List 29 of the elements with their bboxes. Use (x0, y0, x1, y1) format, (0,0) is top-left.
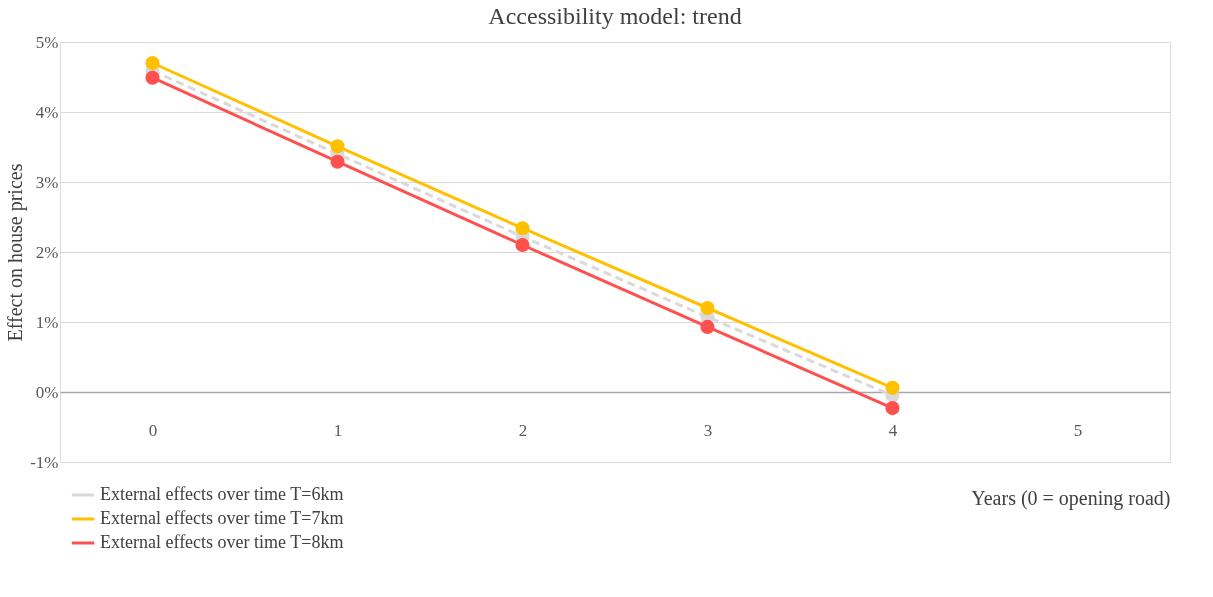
point (515, 237, 530, 253)
legend-label: External effects over time T=7km (100, 508, 344, 528)
point (145, 70, 160, 85)
chart-title: Accessibility model: trend (488, 3, 742, 29)
point (885, 401, 900, 416)
point (330, 139, 345, 154)
point (515, 221, 530, 236)
y-tick-label: 3% (35, 172, 59, 192)
y-tick-label: 0% (35, 382, 59, 402)
y-tick-label: -1% (30, 452, 59, 472)
point (700, 319, 715, 334)
y-tick-label: 1% (35, 312, 59, 332)
point (145, 55, 160, 71)
x-axis-title: Years (0 = opening road) (971, 486, 1171, 510)
legend-label: External effects over time T=6km (100, 484, 344, 504)
y-axis-title: Effect on house prices (4, 163, 28, 342)
point (885, 380, 900, 395)
x-tick-label: 3 (703, 420, 713, 440)
x-tick-label: 5 (1073, 420, 1083, 440)
point (330, 154, 345, 169)
y-tick-label: 2% (35, 242, 59, 262)
legend-label: External effects over time T=8km (100, 532, 344, 552)
y-tick-label: 4% (35, 102, 59, 122)
x-tick-label: 2 (518, 420, 528, 440)
x-tick-label: 4 (888, 420, 898, 440)
point (700, 300, 715, 316)
x-tick-label: 0 (148, 420, 158, 440)
y-tick-label: 5% (35, 32, 59, 52)
x-tick-label: 1 (333, 420, 343, 440)
